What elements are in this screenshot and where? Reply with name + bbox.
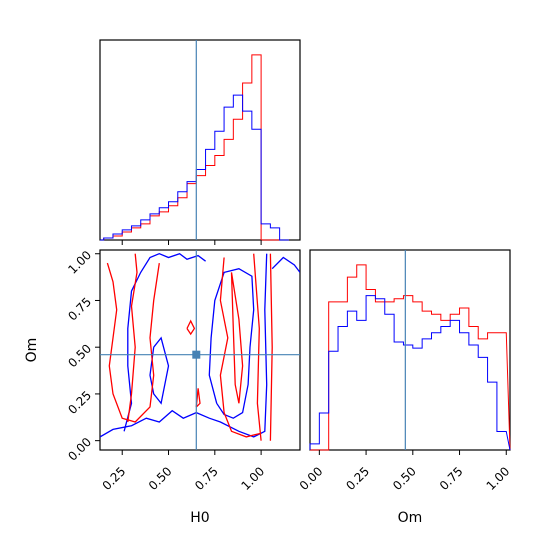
contour-1-0 xyxy=(106,262,160,423)
contour-0-4 xyxy=(271,256,300,273)
h0-marginal-panel xyxy=(99,39,301,241)
joint-xtick-label-3: 1.00 xyxy=(238,464,267,493)
om-x-label: Om xyxy=(398,510,423,526)
contour-1-4 xyxy=(186,319,196,336)
joint-ytick-label-3: 0.75 xyxy=(65,295,94,324)
om-hist-line-1 xyxy=(309,295,511,451)
om-x-ticks: 0.00 0.25 0.50 0.75 1.00 xyxy=(297,450,513,493)
joint-xtick-label-0: 0.25 xyxy=(100,464,129,493)
h0-hist-line-1 xyxy=(100,94,289,241)
om-hist-line-0 xyxy=(310,264,511,451)
om-marginal-frame xyxy=(309,249,511,451)
om-xtick-label-4: 1.00 xyxy=(484,464,513,493)
om-xtick-label-1: 0.25 xyxy=(343,464,372,493)
h0-hist-series xyxy=(100,54,289,241)
joint-ytick-label-2: 0.50 xyxy=(65,341,94,370)
joint-x-label: H0 xyxy=(190,510,209,526)
om-xtick-label-2: 0.50 xyxy=(390,464,419,493)
contour-1-3 xyxy=(230,272,244,404)
joint-y-label: Om xyxy=(24,338,40,363)
om-marginal-panel: 0.00 0.25 0.50 0.75 1.00 Om xyxy=(297,249,513,526)
joint-panel: 0.25 0.50 0.75 1.00 0.000.250.500.751.00 H0… xyxy=(24,248,301,526)
contour-0-2 xyxy=(149,336,170,405)
contour-1-2 xyxy=(219,257,262,438)
joint-ytick-label-1: 0.25 xyxy=(65,388,94,417)
joint-truth-marker xyxy=(192,350,201,359)
contour-1-1 xyxy=(127,253,138,423)
h0-marginal-frame xyxy=(99,39,301,241)
joint-x-ticks: 0.25 0.50 0.75 1.00 xyxy=(100,450,267,493)
contour-1-7 xyxy=(269,253,273,441)
contour-1-6 xyxy=(253,253,262,441)
joint-xtick-label-1: 0.50 xyxy=(146,464,175,493)
contour-0-0 xyxy=(100,253,268,438)
om-hist-series xyxy=(309,264,511,451)
joint-frame xyxy=(99,249,301,451)
om-xtick-label-0: 0.00 xyxy=(297,464,326,493)
om-xtick-label-3: 0.75 xyxy=(437,464,466,493)
joint-y-ticks: 0.00 0.25 0.50 0.75 1.00 xyxy=(65,248,100,464)
contour-1-5 xyxy=(195,388,201,408)
contour-0-1 xyxy=(123,252,206,432)
h0-marginal-x-ticks xyxy=(121,240,262,245)
contour-0-3 xyxy=(208,268,255,419)
joint-xtick-label-2: 0.75 xyxy=(192,464,221,493)
joint-ytick-label-0: 0.00 xyxy=(65,435,94,464)
joint-contours xyxy=(100,252,300,441)
joint-ytick-label-4: 1.00 xyxy=(65,248,94,277)
